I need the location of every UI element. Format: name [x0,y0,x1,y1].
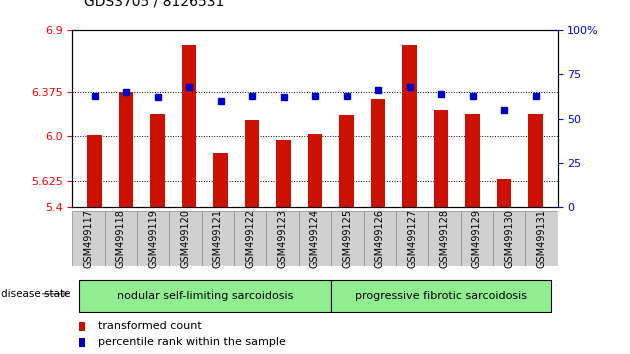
Bar [119,92,133,207]
Text: GSM499130: GSM499130 [504,209,514,268]
Bar [371,98,385,207]
Bar [364,211,396,266]
Bar [308,134,322,207]
Text: GDS3705 / 8126531: GDS3705 / 8126531 [84,0,224,9]
Text: GSM499121: GSM499121 [213,209,223,268]
Bar [234,211,266,266]
Bar [266,211,299,266]
Bar [331,211,364,266]
Bar [88,135,101,207]
Text: GSM499127: GSM499127 [407,209,417,268]
Bar [403,45,416,207]
Bar [182,45,196,207]
Text: nodular self-limiting sarcoidosis: nodular self-limiting sarcoidosis [117,291,293,301]
Bar [525,211,558,266]
FancyBboxPatch shape [331,280,551,312]
Text: GSM499119: GSM499119 [148,209,158,268]
Text: GSM499123: GSM499123 [278,209,288,268]
Text: transformed count: transformed count [98,321,202,331]
Bar [340,115,353,207]
Text: percentile rank within the sample: percentile rank within the sample [98,337,285,347]
Text: disease state: disease state [1,289,70,299]
Text: GSM499131: GSM499131 [536,209,546,268]
Bar [529,114,542,207]
Bar [277,140,290,207]
Text: GSM499128: GSM499128 [439,209,449,268]
Bar [428,211,461,266]
Bar [493,211,525,266]
Text: GSM499120: GSM499120 [181,209,191,268]
Text: GSM499129: GSM499129 [472,209,482,268]
Bar [461,211,493,266]
Bar [214,153,227,207]
Bar [396,211,428,266]
Text: GSM499125: GSM499125 [342,209,352,268]
Bar [137,211,169,266]
Bar [245,120,259,207]
Text: GSM499117: GSM499117 [84,209,94,268]
Bar [72,211,105,266]
Bar [202,211,234,266]
Bar [466,114,479,207]
Bar [169,211,202,266]
Text: GSM499124: GSM499124 [310,209,320,268]
Text: GSM499122: GSM499122 [245,209,255,268]
Bar [497,179,511,207]
Bar [105,211,137,266]
Bar [151,114,164,207]
Text: GSM499118: GSM499118 [116,209,126,268]
Bar [299,211,331,266]
Bar [434,110,448,207]
Text: GSM499126: GSM499126 [375,209,385,268]
FancyBboxPatch shape [79,280,331,312]
Text: progressive fibrotic sarcoidosis: progressive fibrotic sarcoidosis [355,291,527,301]
